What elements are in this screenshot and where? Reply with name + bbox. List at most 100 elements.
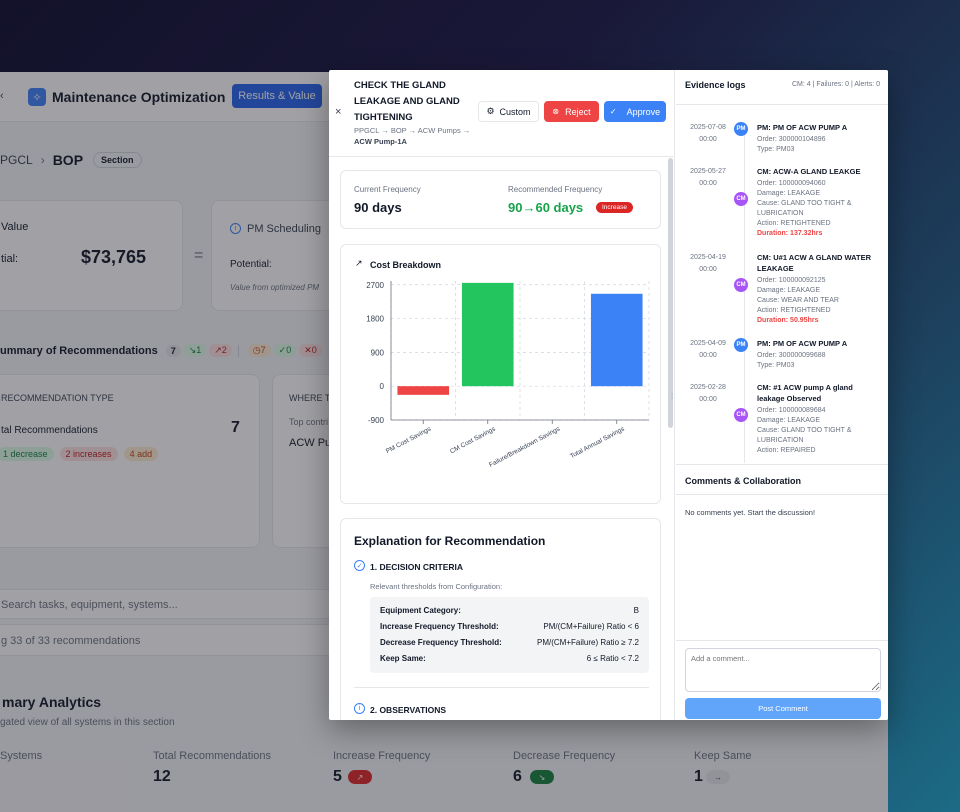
evidence-date: 2025-05-27 00:00 bbox=[686, 166, 730, 190]
info-icon: i bbox=[230, 223, 241, 234]
observations-info-icon: i bbox=[354, 703, 365, 714]
panel-resize-handle[interactable]: ⁞ bbox=[671, 392, 674, 401]
evidence-time-value: 00:00 bbox=[699, 136, 717, 143]
comment-input[interactable] bbox=[685, 648, 881, 692]
value-label: Value bbox=[1, 221, 29, 233]
summary-header: ummary of Recommendations 7 ↘1 ↗2 ◷7 ✓0 … bbox=[0, 344, 322, 357]
frequency-card: Current Frequency 90 days Recommended Fr… bbox=[340, 170, 661, 229]
criteria-value: PM/(CM+Failure) Ratio ≥ 7.2 bbox=[537, 637, 639, 647]
search-box[interactable]: Search tasks, equipment, systems... bbox=[0, 589, 340, 619]
criteria-row: Keep Same: 6 ≤ Ratio < 7.2 bbox=[380, 650, 639, 666]
stat-systems-label: Systems bbox=[0, 750, 43, 762]
recommended-frequency-label: Recommended Frequency bbox=[508, 185, 603, 194]
evidence-detail: Action: RETIGHTENED bbox=[757, 220, 831, 227]
reject-icon: ⊗ bbox=[552, 107, 560, 116]
recommendation-modal: × CHECK THE GLAND LEAKAGE AND GLAND TIGH… bbox=[329, 70, 888, 720]
evidence-detail: Cause: GLAND TOO TIGHT & LUBRICATION bbox=[757, 427, 852, 444]
potential-label: tial: bbox=[1, 253, 19, 265]
approve-label: Approve bbox=[626, 106, 661, 117]
stat-decrease-label: Decrease Frequency bbox=[513, 750, 616, 762]
back-icon[interactable]: ‹ bbox=[0, 90, 4, 102]
criteria-row: Equipment Category: B bbox=[380, 602, 639, 618]
reject-label: Reject bbox=[565, 106, 591, 117]
summary-pill-increase: ↗2 bbox=[209, 344, 232, 357]
decision-criteria-title: 1. DECISION CRITERIA bbox=[370, 562, 464, 572]
close-icon[interactable]: × bbox=[335, 106, 342, 118]
sparkle-icon: ✧ bbox=[28, 88, 46, 106]
evidence-detail: Damage: LEAKAGE bbox=[757, 287, 821, 294]
summary-count: 7 bbox=[165, 344, 181, 357]
analytics-subtitle: gated view of all systems in this sectio… bbox=[0, 717, 175, 728]
cm-badge-icon: CM bbox=[734, 408, 748, 422]
modal-title: CHECK THE GLAND LEAKAGE AND GLAND TIGHTE… bbox=[354, 80, 460, 123]
criteria-row: Decrease Frequency Threshold: PM/(CM+Fail… bbox=[380, 634, 639, 650]
custom-button[interactable]: ⚙ Custom bbox=[478, 101, 539, 122]
pm-badge-icon: PM bbox=[734, 122, 748, 136]
stat-keep-value: 1 bbox=[694, 768, 703, 785]
pm-badge-icon: PM bbox=[734, 338, 748, 352]
evidence-time-value: 00:00 bbox=[699, 352, 717, 359]
evidence-title-text: CM: ACW-A GLAND LEAKGE bbox=[757, 167, 861, 176]
evidence-body: PM: PM OF ACW PUMP A Order: 300000104896 T… bbox=[757, 122, 882, 155]
stat-total-value: 12 bbox=[153, 768, 171, 785]
criteria-value: PM/(CM+Failure) Ratio < 6 bbox=[543, 621, 639, 631]
approve-button[interactable]: ✓ Approve bbox=[604, 101, 666, 122]
evidence-detail: Cause: GLAND TOO TIGHT & LUBRICATION bbox=[757, 200, 852, 217]
criteria-key: Keep Same: bbox=[380, 653, 426, 663]
evidence-time-value: 00:00 bbox=[699, 396, 717, 403]
evidence-detail: Damage: LEAKAGE bbox=[757, 190, 821, 197]
evidence-title-text: PM: PM OF ACW PUMP A bbox=[757, 123, 848, 132]
evidence-detail: Order: 100000089684 bbox=[757, 407, 826, 414]
cost-breakdown-card: ↗ Cost Breakdown 2700 1800 900 0 -900 PM Cost… bbox=[340, 244, 661, 504]
summary-pill-pending: ◷7 bbox=[247, 344, 271, 357]
evidence-date: 2025-02-28 00:00 bbox=[686, 382, 730, 406]
evidence-detail: Order: 300000104896 bbox=[757, 136, 826, 143]
criteria-value: B bbox=[633, 605, 639, 615]
tag-increase: 2 increases bbox=[59, 447, 118, 461]
criteria-row: Increase Frequency Threshold: PM/(CM+Fail… bbox=[380, 618, 639, 634]
analytics-title: mary Analytics bbox=[2, 694, 102, 710]
acw-label: ACW Pu bbox=[289, 437, 332, 449]
scrollbar[interactable] bbox=[668, 158, 673, 428]
total-recs-label: tal Recommendations bbox=[1, 425, 98, 436]
breadcrumb-prev[interactable]: PGCL bbox=[0, 153, 33, 167]
post-comment-label: Post Comment bbox=[758, 704, 808, 713]
evidence-detail: Action: RETIGHTENED bbox=[757, 307, 831, 314]
stat-increase-label: Increase Frequency bbox=[333, 750, 431, 762]
evidence-detail: Damage: LEAKAGE bbox=[757, 417, 821, 424]
post-comment-button[interactable]: Post Comment bbox=[685, 698, 881, 719]
evidence-detail: Action: REPAIRED bbox=[757, 447, 816, 454]
evidence-detail: Type: PM03 bbox=[757, 146, 795, 153]
results-value-button[interactable]: Results & Value bbox=[232, 84, 322, 108]
evidence-detail: Type: PM03 bbox=[757, 362, 795, 369]
decrease-arrow-icon: ↘ bbox=[530, 770, 554, 784]
modal-asset: ACW Pump-1A bbox=[354, 137, 407, 146]
value-card: Value tial: $73,765 bbox=[0, 200, 183, 311]
x-tick-label: Failure/Breakdown Savings bbox=[488, 425, 562, 469]
pm-note: Value from optimized PM bbox=[230, 283, 320, 292]
decision-check-icon: ✓ bbox=[354, 560, 365, 571]
reject-button[interactable]: ⊗ Reject bbox=[544, 101, 599, 122]
x-tick-label: CM Cost Savings bbox=[449, 425, 497, 455]
observations-title: 2. OBSERVATIONS bbox=[370, 705, 447, 715]
summary-pill-approved: ✓0 bbox=[273, 344, 297, 357]
evidence-panel: Evidence logs CM: 4 | Failures: 0 | Aler… bbox=[676, 70, 888, 720]
showing-count-bar: g 33 of 33 recommendations bbox=[0, 624, 340, 656]
pm-scheduling-label: PM Scheduling bbox=[247, 223, 321, 235]
stat-keep-label: Keep Same bbox=[694, 750, 752, 762]
comments-title: Comments & Collaboration bbox=[685, 476, 802, 486]
evidence-date-value: 2025-05-27 bbox=[690, 168, 726, 175]
potential-value: $73,765 bbox=[81, 247, 147, 267]
explanation-title: Explanation for Recommendation bbox=[354, 534, 546, 548]
y-tick-label: 0 bbox=[380, 382, 385, 391]
evidence-date: 2025-04-09 00:00 bbox=[686, 338, 730, 362]
x-tick-label: Total Annual Savings bbox=[569, 425, 626, 460]
evidence-title: Evidence logs bbox=[685, 80, 746, 90]
summary-pill-rejected: ✕0 bbox=[299, 344, 322, 357]
app-title: Maintenance Optimization bbox=[52, 89, 226, 105]
criteria-key: Increase Frequency Threshold: bbox=[380, 621, 499, 631]
y-tick-label: 1800 bbox=[366, 315, 384, 324]
where-label: WHERE T bbox=[289, 393, 331, 403]
modal-path: PPGCL → BOP → ACW Pumps → bbox=[354, 126, 471, 135]
